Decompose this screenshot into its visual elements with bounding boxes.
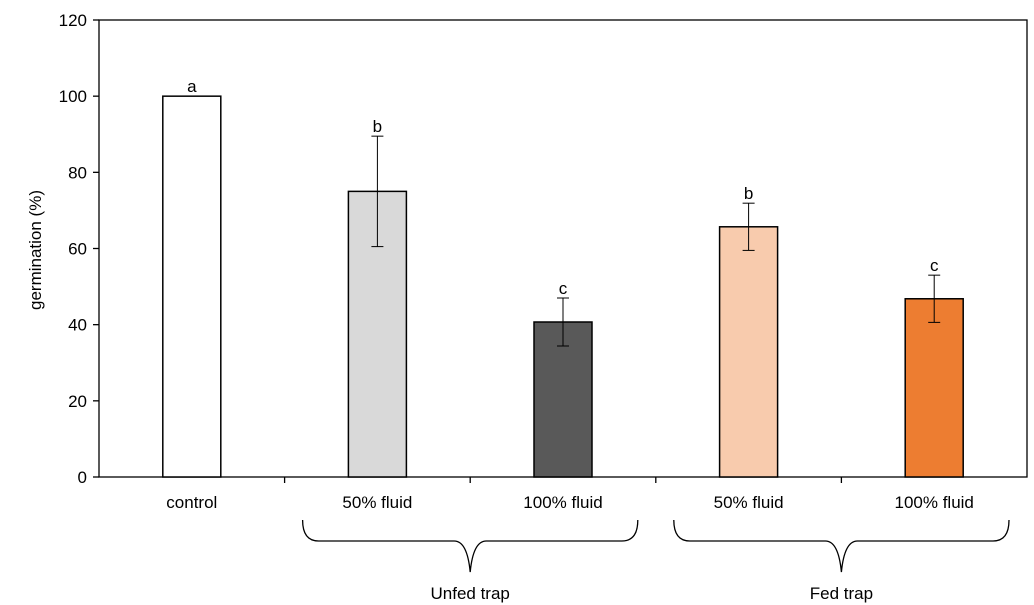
group-label: Fed trap <box>810 584 873 603</box>
y-tick-label: 60 <box>68 240 87 259</box>
y-tick-label: 100 <box>59 87 87 106</box>
bar <box>533 321 593 478</box>
bar <box>904 298 964 478</box>
group-label: Unfed trap <box>431 584 510 603</box>
category-label: 100% fluid <box>523 493 602 512</box>
bar <box>718 226 779 478</box>
category-label: 100% fluid <box>895 493 974 512</box>
category-label: control <box>166 493 217 512</box>
bar <box>162 95 222 478</box>
y-axis-title: germination (%) <box>26 190 45 310</box>
y-tick-label: 0 <box>78 468 87 487</box>
significance-label: a <box>187 77 197 96</box>
significance-label: b <box>744 184 753 203</box>
group-brace <box>301 519 639 573</box>
y-tick-label: 120 <box>59 11 87 30</box>
category-label: 50% fluid <box>342 493 412 512</box>
y-tick-label: 40 <box>68 316 87 335</box>
significance-label: c <box>930 256 939 275</box>
significance-label: c <box>559 279 568 298</box>
significance-label: b <box>373 117 382 136</box>
group-brace <box>673 519 1010 573</box>
y-tick-label: 80 <box>68 163 87 182</box>
category-label: 50% fluid <box>714 493 784 512</box>
y-tick-label: 20 <box>68 392 87 411</box>
